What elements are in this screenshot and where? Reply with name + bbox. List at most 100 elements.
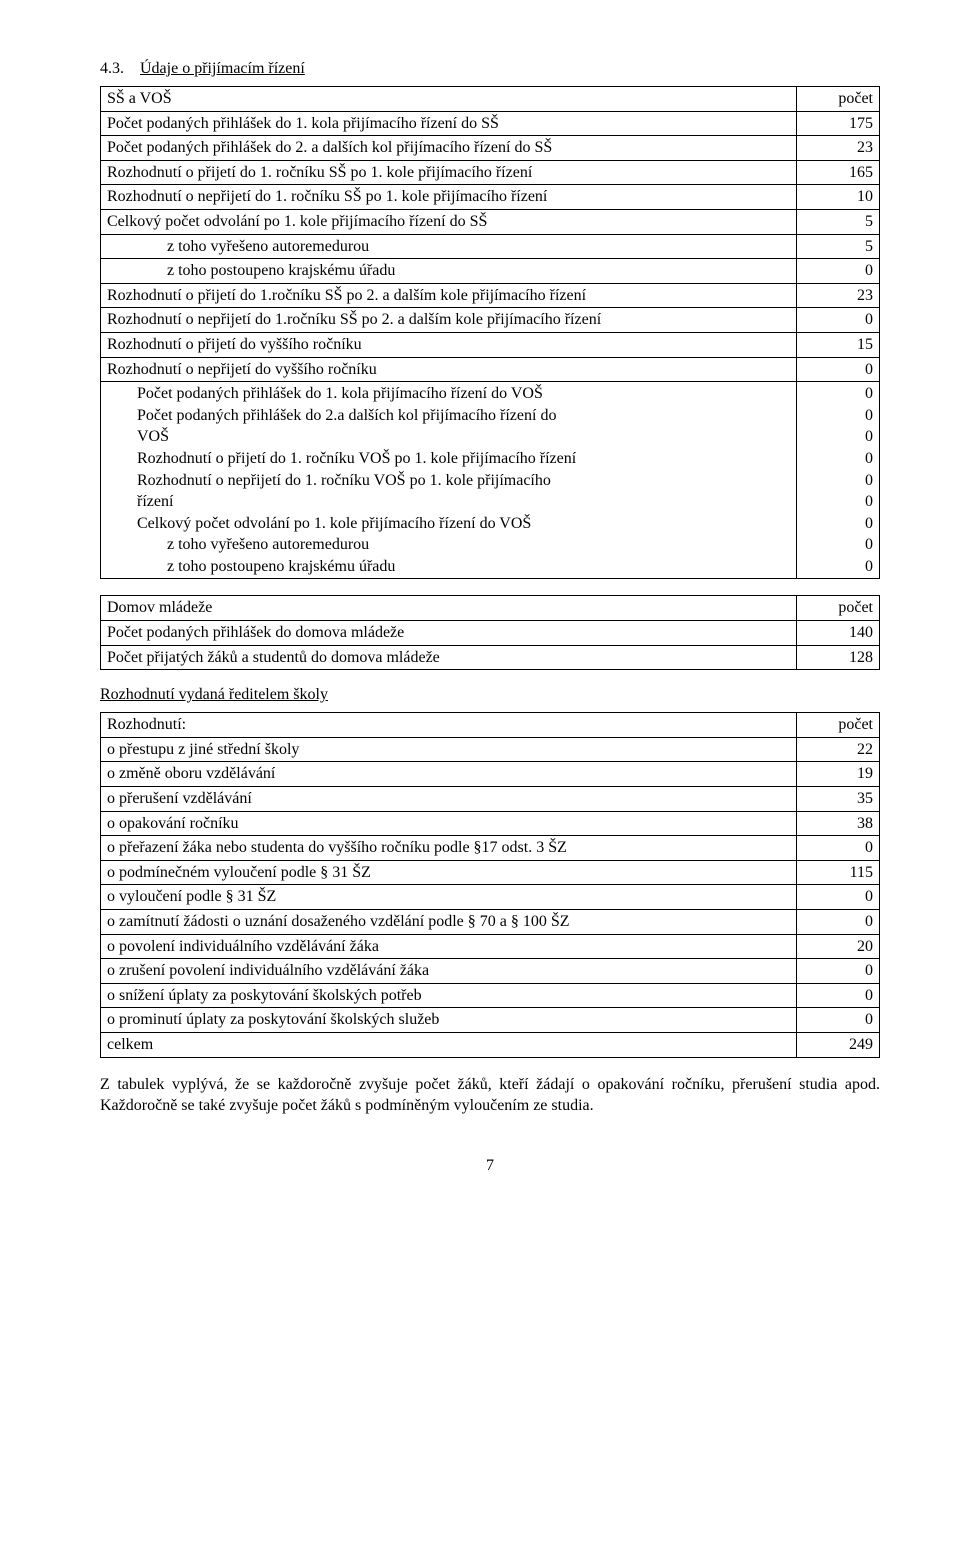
row-value: 19 xyxy=(797,762,880,787)
row-value: 15 xyxy=(797,332,880,357)
table-header-left: Rozhodnutí: xyxy=(101,713,797,738)
table-row: Počet přijatých žáků a studentů do domov… xyxy=(101,645,880,670)
row-label: o přerušení vzdělávání xyxy=(101,787,797,812)
table-row: Celkový počet odvolání po 1. kole přijím… xyxy=(101,209,880,234)
table-header-right: počet xyxy=(797,713,880,738)
row-label: z toho vyřešeno autoremedurou xyxy=(101,234,797,259)
row-value: 10 xyxy=(797,185,880,210)
row-value: 175 xyxy=(797,111,880,136)
body-paragraph: Z tabulek vyplývá, že se každoročně zvyš… xyxy=(100,1074,880,1117)
row-label: Počet podaných přihlášek do 1. kola přij… xyxy=(107,383,790,405)
table-header-right: počet xyxy=(797,87,880,112)
row-label: VOŠ xyxy=(107,426,790,448)
table-row: o přestupu z jiné střední školy22 xyxy=(101,737,880,762)
table-row: Rozhodnutí o přijetí do 1. ročníku SŠ po… xyxy=(101,160,880,185)
row-value: 0 xyxy=(797,910,880,935)
table-row: o povolení individuálního vzdělávání žák… xyxy=(101,934,880,959)
row-label-group: Počet podaných přihlášek do 1. kola přij… xyxy=(101,382,797,579)
table-row: o vyloučení podle § 31 ŠZ0 xyxy=(101,885,880,910)
row-label: o podmínečném vyloučení podle § 31 ŠZ xyxy=(101,860,797,885)
table-row: o opakování ročníku38 xyxy=(101,811,880,836)
table-row: Počet podaných přihlášek do domova mláde… xyxy=(101,621,880,646)
row-value: 0 xyxy=(797,1008,880,1033)
row-value: 0 xyxy=(797,308,880,333)
table-row: o zrušení povolení individuálního vzdělá… xyxy=(101,959,880,984)
table-row: o přeřazení žáka nebo studenta do vyššíh… xyxy=(101,836,880,861)
row-value: 35 xyxy=(797,787,880,812)
table-row: o přerušení vzdělávání35 xyxy=(101,787,880,812)
row-value: 5 xyxy=(797,209,880,234)
table-header-left: SŠ a VOŠ xyxy=(101,87,797,112)
table-rozhodnuti: Rozhodnutí: počet o přestupu z jiné stře… xyxy=(100,712,880,1057)
row-label: Počet podaných přihlášek do 1. kola přij… xyxy=(101,111,797,136)
row-label: Rozhodnutí o nepřijetí do 1.ročníku SŠ p… xyxy=(101,308,797,333)
row-value: 22 xyxy=(797,737,880,762)
row-label: o opakování ročníku xyxy=(101,811,797,836)
table-row: o podmínečném vyloučení podle § 31 ŠZ115 xyxy=(101,860,880,885)
table-row: z toho vyřešeno autoremedurou5 xyxy=(101,234,880,259)
table-row: o změně oboru vzdělávání19 xyxy=(101,762,880,787)
section-number: 4.3. xyxy=(100,60,124,77)
row-value: 23 xyxy=(797,283,880,308)
row-label: o prominutí úplaty za poskytování školsk… xyxy=(101,1008,797,1033)
row-value: 5 xyxy=(797,234,880,259)
row-value-group: 000000000 xyxy=(797,382,880,579)
table-row: o prominutí úplaty za poskytování školsk… xyxy=(101,1008,880,1033)
row-value: 0 xyxy=(803,383,873,405)
table-row: Rozhodnutí o přijetí do 1.ročníku SŠ po … xyxy=(101,283,880,308)
row-label: Počet přijatých žáků a studentů do domov… xyxy=(101,645,797,670)
table-header-left: Domov mládeže xyxy=(101,596,797,621)
row-value: 140 xyxy=(797,621,880,646)
row-label: z toho postoupeno krajskému úřadu xyxy=(107,556,790,578)
row-value: 0 xyxy=(797,959,880,984)
row-value: 0 xyxy=(803,491,873,513)
row-label: Počet podaných přihlášek do 2. a dalších… xyxy=(101,136,797,161)
section-heading: 4.3. Údaje o přijímacím řízení xyxy=(100,60,880,78)
table-row: z toho postoupeno krajskému úřadu0 xyxy=(101,259,880,284)
row-value: 0 xyxy=(797,885,880,910)
row-label: Rozhodnutí o přijetí do vyššího ročníku xyxy=(101,332,797,357)
row-value: 23 xyxy=(797,136,880,161)
row-value: 0 xyxy=(803,556,873,578)
row-value: 0 xyxy=(797,259,880,284)
row-label: Rozhodnutí o přijetí do 1.ročníku SŠ po … xyxy=(101,283,797,308)
row-value: 0 xyxy=(803,534,873,556)
table-header-right: počet xyxy=(797,596,880,621)
row-value: 0 xyxy=(803,448,873,470)
row-value: 0 xyxy=(797,357,880,382)
row-value: 0 xyxy=(803,426,873,448)
table-domov-mladeze: Domov mládeže počet Počet podaných přihl… xyxy=(100,595,880,670)
section-title: Údaje o přijímacím řízení xyxy=(140,60,305,77)
row-label: Rozhodnutí o nepřijetí do 1. ročníku VOŠ… xyxy=(107,470,790,492)
table-row: celkem249 xyxy=(101,1032,880,1057)
table-row: Rozhodnutí o nepřijetí do vyššího ročník… xyxy=(101,357,880,382)
table-ss-vos: SŠ a VOŠ počet Počet podaných přihlášek … xyxy=(100,86,880,579)
row-label: o vyloučení podle § 31 ŠZ xyxy=(101,885,797,910)
table-row: o zamítnutí žádosti o uznání dosaženého … xyxy=(101,910,880,935)
row-value: 165 xyxy=(797,160,880,185)
row-label: o změně oboru vzdělávání xyxy=(101,762,797,787)
row-label: Počet podaných přihlášek do domova mláde… xyxy=(101,621,797,646)
row-value: 0 xyxy=(803,470,873,492)
table-row: Počet podaných přihlášek do 1. kola přij… xyxy=(101,382,880,579)
row-label: o povolení individuálního vzdělávání žák… xyxy=(101,934,797,959)
row-label: celkem xyxy=(101,1032,797,1057)
row-label: z toho vyřešeno autoremedurou xyxy=(107,534,790,556)
row-label: Rozhodnutí o nepřijetí do 1. ročníku SŠ … xyxy=(101,185,797,210)
row-value: 0 xyxy=(797,836,880,861)
row-value: 128 xyxy=(797,645,880,670)
row-label: řízení xyxy=(107,491,790,513)
row-value: 20 xyxy=(797,934,880,959)
table-row: Počet podaných přihlášek do 1. kola přij… xyxy=(101,111,880,136)
row-value: 38 xyxy=(797,811,880,836)
table-row: o snížení úplaty za poskytování školskýc… xyxy=(101,983,880,1008)
row-label: Rozhodnutí o přijetí do 1. ročníku SŠ po… xyxy=(101,160,797,185)
table-row: Rozhodnutí o přijetí do vyššího ročníku1… xyxy=(101,332,880,357)
row-value: 115 xyxy=(797,860,880,885)
row-label: o přestupu z jiné střední školy xyxy=(101,737,797,762)
row-label: Rozhodnutí o nepřijetí do vyššího ročník… xyxy=(101,357,797,382)
row-label: Celkový počet odvolání po 1. kole přijím… xyxy=(107,513,790,535)
row-label: Počet podaných přihlášek do 2.a dalších … xyxy=(107,405,790,427)
table-row: Počet podaných přihlášek do 2. a dalších… xyxy=(101,136,880,161)
table-row: Rozhodnutí o nepřijetí do 1.ročníku SŠ p… xyxy=(101,308,880,333)
